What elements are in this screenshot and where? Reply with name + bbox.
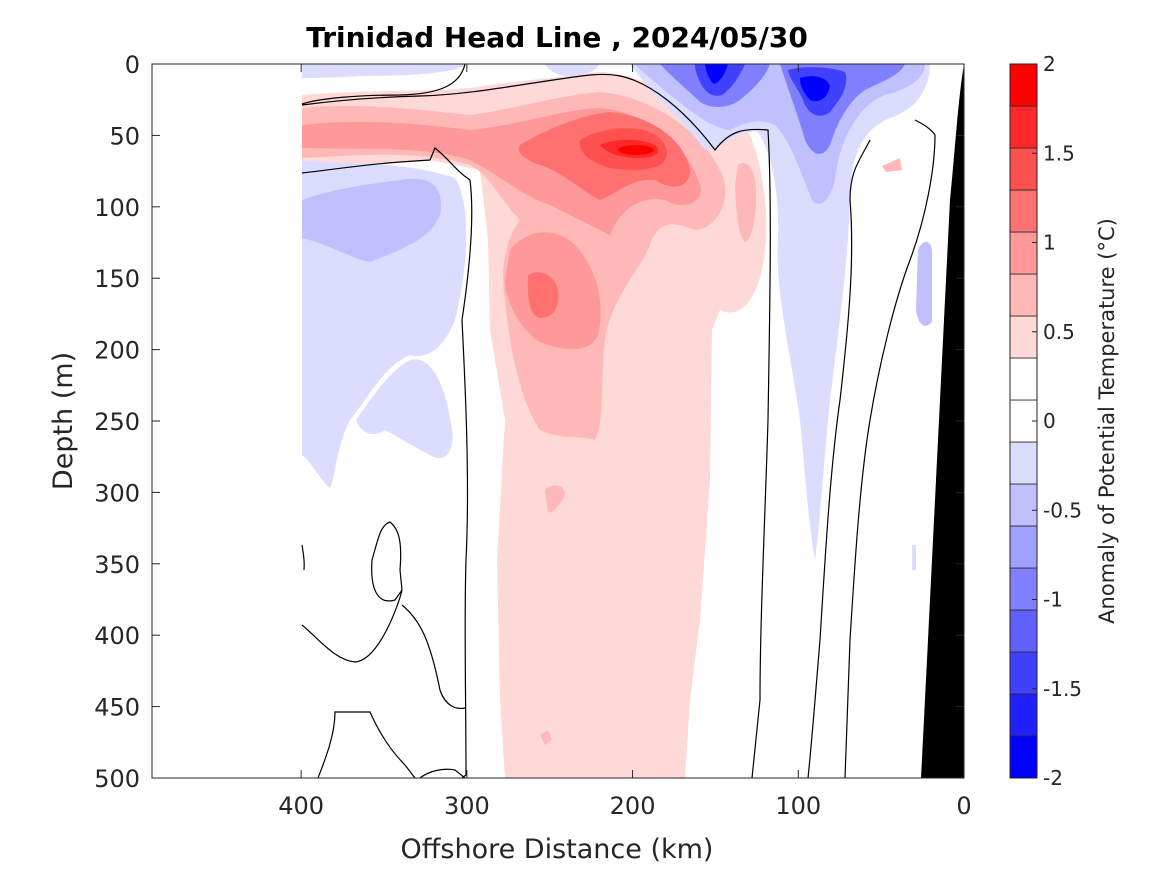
colorbar-swatch [1009, 651, 1038, 695]
y-axis-label: Depth (m) [48, 352, 79, 490]
colorbar-tick-label: 1 [1043, 231, 1056, 255]
y-tick-label: 150 [94, 265, 140, 293]
y-tick-label: 0 [125, 51, 140, 79]
colorbar-swatch [1009, 441, 1038, 485]
colorbar-swatch [1009, 273, 1038, 317]
colorbar-swatch [1009, 357, 1038, 401]
colorbar: 2 1.5 1 0.5 0 -0.5 -1 -1.5 -2 Anomaly of Potenti… [1009, 52, 1119, 790]
zero-contour-deep [401, 604, 466, 710]
x-tick-label: 300 [444, 792, 490, 820]
colorbar-tick-label: 2 [1043, 52, 1056, 76]
y-tick-label: 100 [94, 194, 140, 222]
warm-patch-inshore-fill [735, 162, 757, 242]
warm-core-max-fill [618, 145, 654, 155]
x-tick-label: 400 [278, 792, 324, 820]
zero-contour-offshore [301, 147, 473, 778]
zero-contour-warm-layer-top [301, 73, 771, 778]
plot-area: 400 300 200 100 0 0 50 100 150 200 250 300 350 400 45… [94, 51, 971, 820]
colorbar-swatch [1009, 693, 1038, 737]
cold-tongue-fill [630, 64, 930, 560]
x-tick-label: 0 [956, 792, 971, 820]
warm-patch-470m-fill [540, 730, 552, 745]
colorbar-swatch [1009, 63, 1038, 107]
y-axis-ticks: 0 50 100 150 200 250 300 350 400 450 500 [94, 51, 964, 793]
colorbar-tick-label: -0.5 [1043, 498, 1082, 522]
colorbar-tick-label: -1 [1043, 588, 1063, 612]
zero-contour-left-edge [301, 544, 305, 571]
x-tick-label: 100 [775, 792, 821, 820]
zero-contour-cold-tongue [807, 139, 871, 778]
x-axis-ticks: 400 300 200 100 0 [278, 64, 972, 820]
warm-layer-fill [302, 72, 767, 778]
colorbar-tick-label: -1.5 [1043, 677, 1082, 701]
colorbar-swatch [1009, 105, 1038, 149]
nearshore-cool-strip-fill-2 [912, 545, 916, 570]
colorbar-ticks: 2 1.5 1 0.5 0 -0.5 -1 -1.5 -2 [1032, 52, 1082, 790]
zero-contour-deep-loop [301, 521, 403, 663]
colorbar-swatch [1009, 189, 1038, 233]
y-tick-label: 350 [94, 551, 140, 579]
zero-contour-inshore [844, 119, 936, 778]
chart-title: Trinidad Head Line , 2024/05/30 [306, 21, 808, 54]
y-tick-label: 250 [94, 408, 140, 436]
y-tick-label: 450 [94, 694, 140, 722]
cool-patch-lower-fill [356, 359, 453, 459]
colorbar-tick-label: -2 [1043, 766, 1063, 790]
cool-patch-mid-fill [302, 178, 441, 262]
nearshore-cool-strip-fill [916, 241, 932, 326]
colorbar-swatch [1009, 567, 1038, 611]
y-tick-label: 500 [94, 765, 140, 793]
contour-fills [301, 64, 964, 778]
colorbar-tick-label: 1.5 [1043, 141, 1075, 165]
zero-contour-bottom-mid [419, 768, 466, 778]
nearshore-warm-blob-fill [882, 158, 902, 172]
y-tick-label: 200 [94, 337, 140, 365]
colorbar-swatch [1009, 609, 1038, 653]
y-tick-label: 300 [94, 479, 140, 507]
x-axis-label: Offshore Distance (km) [401, 834, 714, 865]
colorbar-swatch [1009, 483, 1038, 527]
colorbar-tick-label: 0.5 [1043, 320, 1075, 344]
zero-contour-bottom-left [317, 711, 416, 778]
colorbar-label: Anomaly of Potential Temperature (°C) [1095, 218, 1119, 624]
cold-surface-blob-fill [545, 64, 600, 77]
cold-core-inshore-fill-3 [800, 76, 830, 102]
zero-contours [301, 64, 936, 778]
cold-surface-band-fill [302, 64, 465, 78]
zero-contour-upper [301, 64, 466, 105]
colorbar-swatch [1009, 735, 1038, 779]
bathymetry-shelf [921, 64, 964, 778]
colorbar-tick-label: 0 [1043, 409, 1056, 433]
colorbar-swatch [1009, 231, 1038, 275]
x-tick-label: 200 [610, 792, 656, 820]
warm-core-deep-fill-2 [527, 272, 559, 318]
cold-core-mid-fill-3 [705, 64, 728, 84]
y-tick-label: 400 [94, 622, 140, 650]
warm-patch-300m-fill [545, 485, 565, 513]
colorbar-swatch [1009, 315, 1038, 359]
colorbar-swatch [1009, 525, 1038, 569]
y-tick-label: 50 [109, 122, 140, 150]
colorbar-swatch [1009, 147, 1038, 191]
